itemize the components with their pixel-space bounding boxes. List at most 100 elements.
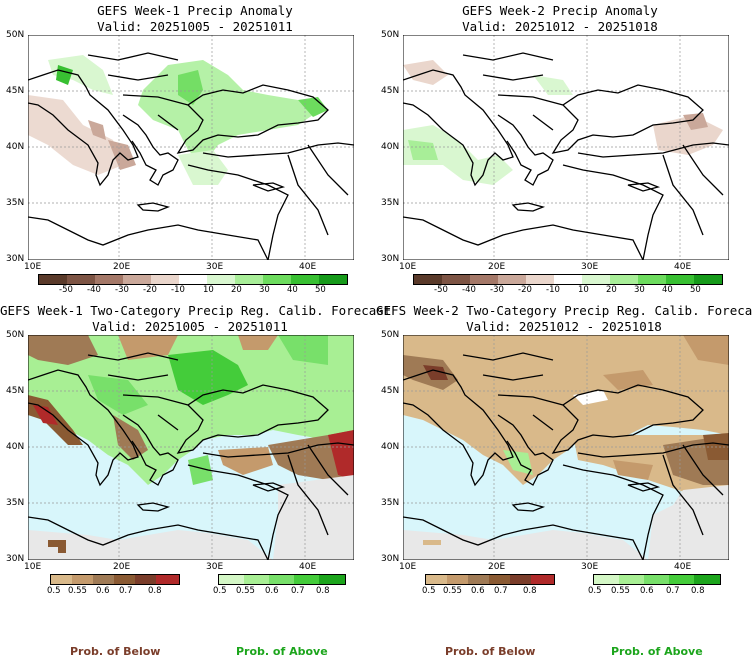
cb-tick: 0.8: [691, 586, 705, 596]
cb-swatch: [269, 575, 294, 584]
lon-label-20e: 20E: [113, 262, 131, 272]
cb-tick: 0.7: [291, 586, 305, 596]
panel4-valid: Valid: 20251012 - 20251018: [466, 319, 662, 334]
cb-tick: 0.7: [494, 586, 508, 596]
prob-below-label: Prob. of Below: [70, 645, 161, 658]
lat-label-50n: 50N: [6, 30, 25, 40]
cb-swatch: [114, 575, 135, 584]
cb-tick: -50: [59, 285, 73, 295]
cb-swatch: [156, 575, 179, 584]
lat-label-45n: 45N: [381, 386, 400, 396]
lat-label-45n: 45N: [381, 86, 400, 96]
cb-tick: 0.5: [47, 586, 61, 596]
cb-swatch: [207, 275, 235, 284]
cb-tick: 0.6: [471, 586, 485, 596]
below-colorbar: [50, 574, 180, 585]
cb-swatch: [319, 275, 347, 284]
cb-swatch: [442, 275, 470, 284]
cb-swatch: [123, 275, 151, 284]
cb-tick: 10: [578, 285, 589, 295]
panel2-valid: Valid: 20251012 - 20251018: [462, 19, 658, 34]
coastlines: [403, 52, 729, 260]
lat-label-35n: 35N: [6, 198, 25, 208]
lat-label-40n: 40N: [6, 142, 25, 152]
cb-tick: 50: [315, 285, 326, 295]
cb-tick: -20: [518, 285, 532, 295]
lon-label-10e: 10E: [24, 562, 42, 572]
lat-label-50n: 50N: [381, 30, 400, 40]
prob-above-label: Prob. of Above: [611, 645, 703, 658]
lon-label-30e: 30E: [581, 262, 599, 272]
cb-swatch: [610, 275, 638, 284]
below-colorbar: [425, 574, 555, 585]
lat-label-40n: 40N: [381, 442, 400, 452]
coastlines: [403, 352, 729, 560]
lat-label-35n: 35N: [6, 498, 25, 508]
lon-label-20e: 20E: [488, 262, 506, 272]
panel1-title: GEFS Week-1 Precip Anomaly: [97, 3, 293, 18]
panel3-title: GEFS Week-1 Two-Category Precip Reg. Cal…: [0, 303, 392, 318]
cb-tick: 30: [634, 285, 645, 295]
lat-label-35n: 35N: [381, 498, 400, 508]
lat-label-30n: 30N: [6, 554, 25, 564]
lon-label-40e: 40E: [299, 262, 317, 272]
cb-tick: -10: [546, 285, 560, 295]
cb-tick: 0.55: [236, 586, 255, 596]
lon-label-10e: 10E: [24, 262, 42, 272]
lon-label-40e: 40E: [674, 562, 692, 572]
panel3-valid: Valid: 20251005 - 20251011: [92, 319, 288, 334]
cb-tick: 0.5: [588, 586, 602, 596]
probability-shading: [403, 335, 729, 560]
cb-swatch: [447, 575, 468, 584]
cb-swatch: [219, 575, 244, 584]
prob-below-label: Prob. of Below: [445, 645, 536, 658]
lat-label-30n: 30N: [6, 254, 25, 264]
cb-tick: 0.5: [422, 586, 436, 596]
cb-tick: 0.8: [316, 586, 330, 596]
cb-swatch: [426, 575, 447, 584]
cb-tick: 30: [259, 285, 270, 295]
cb-swatch: [151, 275, 179, 284]
cb-tick: 10: [203, 285, 214, 295]
cb-swatch: [319, 575, 345, 584]
cb-tick: -30: [115, 285, 129, 295]
cb-tick: 0.55: [611, 586, 630, 596]
cb-tick: 0.8: [148, 586, 162, 596]
cb-tick: 0.55: [443, 586, 462, 596]
lon-label-20e: 20E: [488, 562, 506, 572]
cb-tick: -10: [171, 285, 185, 295]
cb-swatch: [554, 275, 582, 284]
lon-label-40e: 40E: [674, 262, 692, 272]
above-colorbar: [218, 574, 346, 585]
lon-label-40e: 40E: [299, 562, 317, 572]
cb-swatch: [470, 275, 498, 284]
cb-swatch: [666, 275, 694, 284]
cb-swatch: [244, 575, 269, 584]
cb-swatch: [582, 275, 610, 284]
lat-label-40n: 40N: [381, 142, 400, 152]
lon-label-20e: 20E: [113, 562, 131, 572]
cb-tick: -50: [434, 285, 448, 295]
cb-swatch: [498, 275, 526, 284]
cb-swatch: [468, 575, 489, 584]
coastlines: [28, 352, 354, 560]
cb-tick: 0.6: [96, 586, 110, 596]
lat-label-30n: 30N: [381, 254, 400, 264]
cb-swatch: [414, 275, 442, 284]
cb-swatch: [669, 575, 694, 584]
cb-swatch: [694, 575, 720, 584]
lat-label-50n: 50N: [381, 330, 400, 340]
anomaly-colorbar: [413, 274, 723, 285]
lon-label-30e: 30E: [206, 562, 224, 572]
cb-swatch: [93, 575, 114, 584]
cb-tick: -20: [143, 285, 157, 295]
cb-swatch: [39, 275, 67, 284]
cb-swatch: [72, 575, 93, 584]
lon-label-30e: 30E: [206, 262, 224, 272]
cb-swatch: [594, 575, 619, 584]
cb-tick: 0.7: [119, 586, 133, 596]
cb-tick: 0.6: [640, 586, 654, 596]
lon-label-10e: 10E: [399, 562, 417, 572]
cb-swatch: [694, 275, 722, 284]
panel1-map: [28, 35, 354, 260]
